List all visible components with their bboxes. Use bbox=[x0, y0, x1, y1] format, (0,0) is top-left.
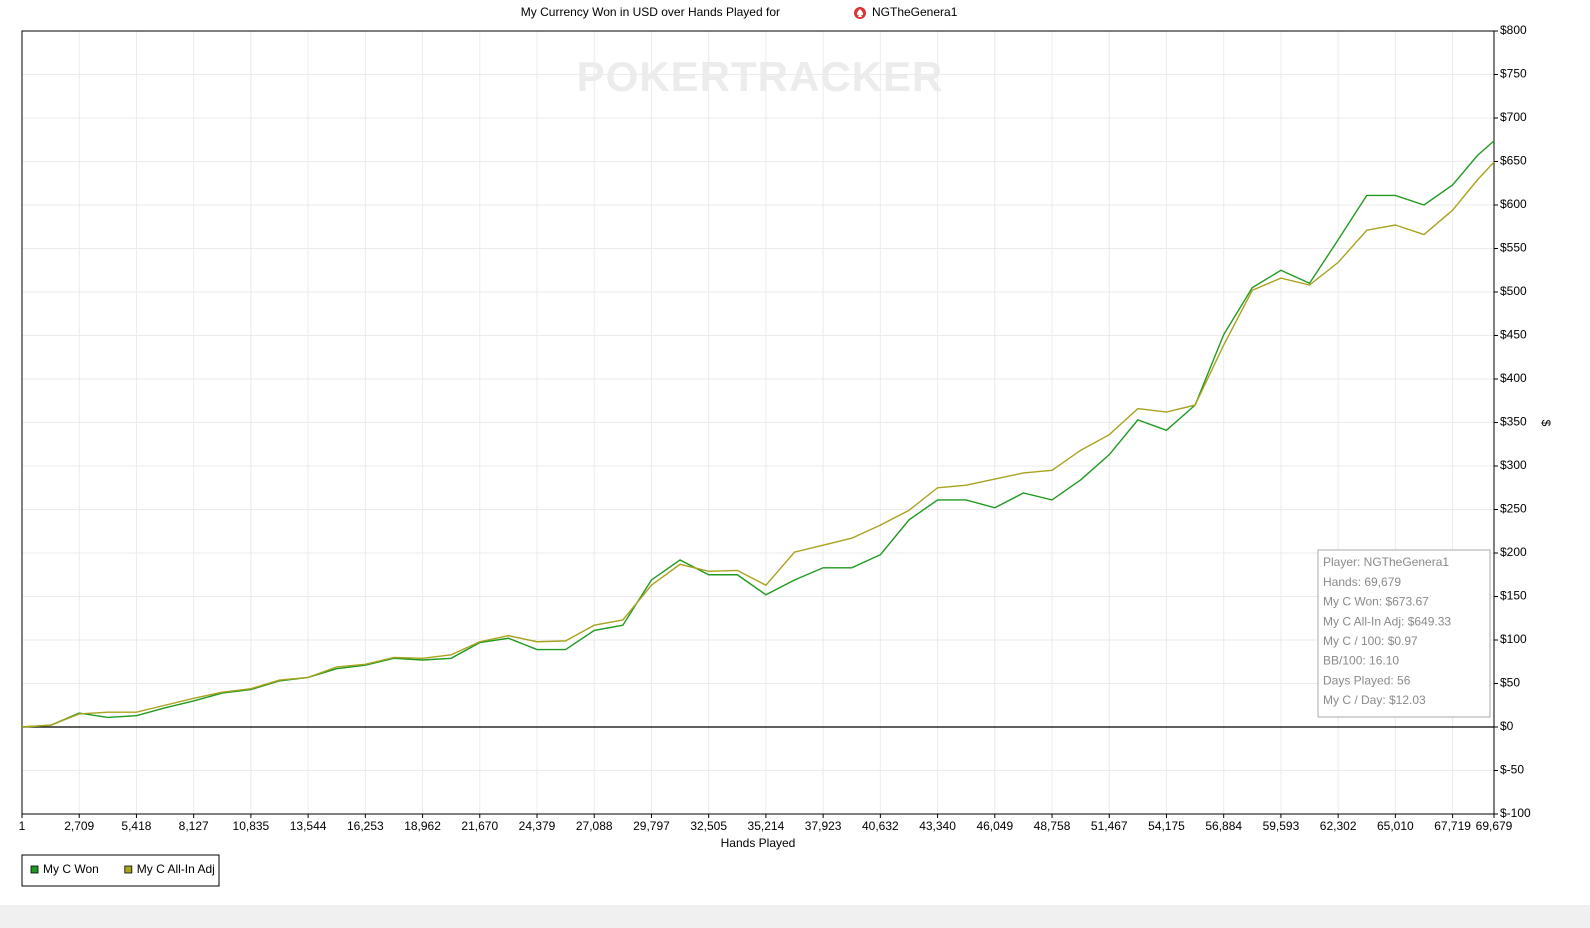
y-tick-label: $-100 bbox=[1500, 806, 1531, 820]
y-tick-label: $300 bbox=[1500, 458, 1527, 472]
status-strip bbox=[0, 905, 1590, 928]
y-axis-label: $ bbox=[1539, 420, 1553, 427]
plot-frame bbox=[21, 30, 1495, 815]
info-line: Days Played: 56 bbox=[1323, 673, 1411, 687]
y-tick-label: $800 bbox=[1500, 23, 1527, 37]
legend-box bbox=[21, 854, 220, 887]
info-line: My C All-In Adj: $649.33 bbox=[1323, 614, 1451, 628]
x-tick-label: 8,127 bbox=[179, 819, 209, 833]
x-tick-label: 65,010 bbox=[1377, 819, 1414, 833]
x-tick-label: 56,884 bbox=[1205, 819, 1242, 833]
x-tick-label: 40,632 bbox=[862, 819, 899, 833]
x-tick-label: 48,758 bbox=[1034, 819, 1071, 833]
y-tick-label: $250 bbox=[1500, 502, 1527, 516]
x-tick-label: 67,719 bbox=[1434, 819, 1471, 833]
info-box bbox=[1317, 549, 1491, 718]
x-tick-label: 43,340 bbox=[919, 819, 956, 833]
y-tick-label: $200 bbox=[1500, 545, 1527, 559]
info-line: My C Won: $673.67 bbox=[1323, 595, 1429, 609]
x-tick-label: 69,679 bbox=[1476, 819, 1513, 833]
x-tick-label: 24,379 bbox=[519, 819, 556, 833]
y-tick-label: $700 bbox=[1500, 110, 1527, 124]
spade-icon bbox=[854, 7, 866, 19]
y-tick-label: $450 bbox=[1500, 328, 1527, 342]
x-tick-label: 32,505 bbox=[690, 819, 727, 833]
x-tick-label: 21,670 bbox=[461, 819, 498, 833]
x-tick-label: 5,418 bbox=[121, 819, 151, 833]
x-tick-label: 35,214 bbox=[748, 819, 785, 833]
y-tick-label: $500 bbox=[1500, 284, 1527, 298]
info-line: My C / Day: $12.03 bbox=[1323, 693, 1426, 707]
x-tick-label: 18,962 bbox=[404, 819, 441, 833]
info-line: BB/100: 16.10 bbox=[1323, 654, 1399, 668]
info-line: Player: NGTheGenera1 bbox=[1323, 555, 1449, 569]
x-tick-label: 37,923 bbox=[805, 819, 842, 833]
x-tick-label: 13,544 bbox=[290, 819, 327, 833]
x-tick-label: 54,175 bbox=[1148, 819, 1185, 833]
y-tick-label: $600 bbox=[1500, 197, 1527, 211]
x-tick-label: 2,709 bbox=[64, 819, 94, 833]
x-tick-label: 16,253 bbox=[347, 819, 384, 833]
legend-label: My C All-In Adj bbox=[137, 862, 215, 876]
y-tick-label: $50 bbox=[1500, 676, 1520, 690]
x-tick-label: 29,797 bbox=[633, 819, 670, 833]
x-tick-label: 10,835 bbox=[233, 819, 270, 833]
legend-swatch bbox=[30, 865, 39, 874]
x-tick-label: 51,467 bbox=[1091, 819, 1128, 833]
y-tick-label: $100 bbox=[1500, 632, 1527, 646]
info-line: My C / 100: $0.97 bbox=[1323, 634, 1418, 648]
series-line bbox=[21, 140, 1495, 728]
player-name: NGTheGenera1 bbox=[872, 5, 958, 19]
legend-label: My C Won bbox=[43, 862, 99, 876]
y-tick-label: $350 bbox=[1500, 415, 1527, 429]
x-tick-label: 1 bbox=[19, 819, 26, 833]
y-tick-label: $150 bbox=[1500, 589, 1527, 603]
y-tick-label: $-50 bbox=[1500, 763, 1524, 777]
y-tick-label: $650 bbox=[1500, 154, 1527, 168]
x-tick-label: 27,088 bbox=[576, 819, 613, 833]
info-line: Hands: 69,679 bbox=[1323, 575, 1401, 589]
series-line bbox=[21, 161, 1495, 728]
y-tick-label: $750 bbox=[1500, 67, 1527, 81]
y-tick-label: $0 bbox=[1500, 719, 1514, 733]
y-tick-label: $550 bbox=[1500, 241, 1527, 255]
chart-title: My Currency Won in USD over Hands Played… bbox=[521, 5, 780, 19]
watermark: POKERTRACKER bbox=[577, 53, 944, 100]
x-tick-label: 59,593 bbox=[1263, 819, 1300, 833]
legend-swatch bbox=[124, 865, 133, 874]
x-tick-label: 46,049 bbox=[976, 819, 1013, 833]
y-tick-label: $400 bbox=[1500, 371, 1527, 385]
x-axis-label: Hands Played bbox=[721, 836, 796, 850]
x-tick-label: 62,302 bbox=[1320, 819, 1357, 833]
